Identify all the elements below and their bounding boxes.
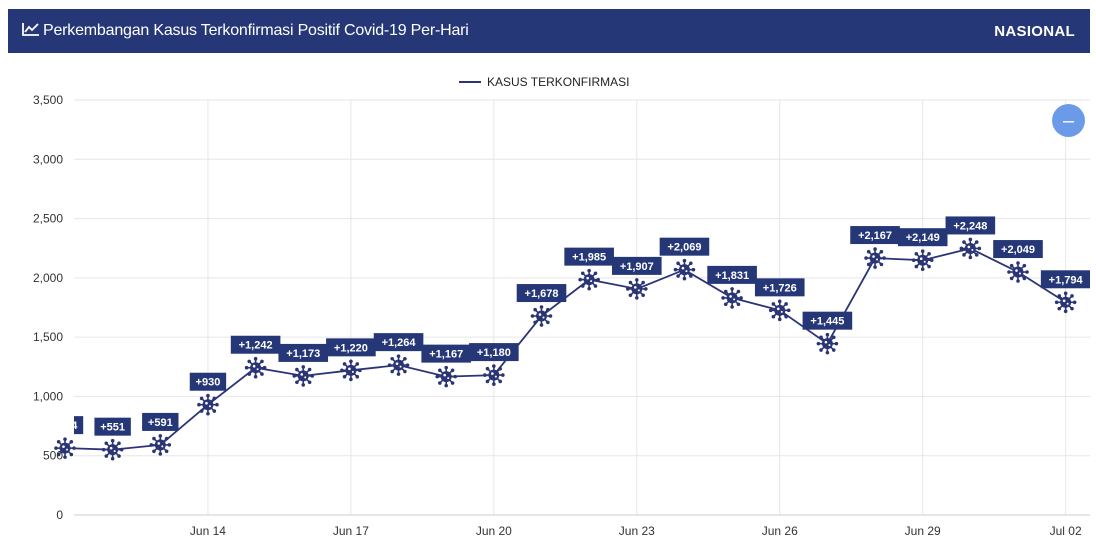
data-label: +1,242: [231, 336, 281, 354]
svg-text:+2,049: +2,049: [1001, 244, 1035, 256]
data-label: +564: [47, 416, 83, 434]
data-label: +2,149: [898, 228, 948, 246]
svg-text:+551: +551: [100, 422, 125, 434]
x-tick-label: Jun 17: [333, 524, 369, 538]
chart-area: 0 500 1,000 1,500 2,000 2,500 3,000 3,500 Jun 14…: [0, 53, 1096, 549]
data-label: +2,167: [850, 226, 900, 244]
data-label: +1,726: [755, 278, 805, 296]
virus-icon: [292, 365, 314, 387]
scope-label: NASIONAL: [994, 23, 1075, 40]
data-label: +551: [94, 418, 130, 436]
x-tick-label: Jun 29: [905, 524, 941, 538]
x-tick-label: Jul 02: [1050, 524, 1082, 538]
virus-icon: [1007, 261, 1029, 283]
svg-text:+1,794: +1,794: [1049, 274, 1084, 286]
svg-text:+2,069: +2,069: [667, 242, 701, 254]
svg-text:+2,167: +2,167: [858, 230, 892, 242]
virus-icon: [721, 287, 743, 309]
virus-icon: [102, 439, 124, 461]
x-tick-label: Jun 23: [619, 524, 655, 538]
data-label: +2,069: [660, 238, 710, 256]
legend: KASUS TERKONFIRMASI: [459, 75, 629, 89]
data-label: +1,985: [564, 248, 614, 266]
virus-icon: [54, 437, 76, 459]
svg-text:+1,831: +1,831: [715, 270, 749, 282]
svg-text:+1,678: +1,678: [525, 288, 559, 300]
virus-icon: [340, 360, 362, 382]
virus-icon: [864, 247, 886, 269]
data-label: +1,167: [421, 345, 471, 363]
series-line-layer: [65, 249, 1066, 450]
data-label: +1,445: [803, 312, 853, 330]
y-tick-label: 1,000: [33, 389, 63, 403]
chart-title: Perkembangan Kasus Terkonfirmasi Positif…: [43, 22, 469, 40]
svg-text:+1,907: +1,907: [620, 261, 654, 273]
virus-icon: [674, 259, 696, 281]
data-label: +2,049: [993, 240, 1043, 258]
virus-icon: [245, 357, 267, 379]
virus-icon: [769, 300, 791, 322]
virus-icon: [531, 305, 553, 327]
y-tick-label: 3,500: [33, 93, 63, 107]
virus-icon: [483, 364, 505, 386]
data-label: +2,248: [946, 216, 996, 234]
line-chart-icon: [22, 22, 40, 41]
svg-text:+1,173: +1,173: [286, 348, 320, 360]
chart-title-group: Perkembangan Kasus Terkonfirmasi Positif…: [22, 22, 469, 41]
zoom-out-button[interactable]: –: [1052, 104, 1085, 137]
x-tick-label: Jun 26: [762, 524, 798, 538]
series-line: [65, 249, 1066, 450]
virus-icon: [817, 333, 839, 355]
virus-icon: [197, 394, 219, 416]
virus-icon: [960, 238, 982, 260]
y-tick-label: 1,500: [33, 330, 63, 344]
virus-icon: [912, 249, 934, 271]
svg-text:+1,985: +1,985: [572, 252, 606, 264]
svg-text:+591: +591: [148, 417, 173, 429]
y-tick-label: 3,000: [33, 152, 63, 166]
grid-layer: [74, 100, 1090, 515]
x-tick-label: Jun 14: [190, 524, 226, 538]
virus-icon: [435, 366, 457, 388]
y-tick-label: 2,500: [33, 212, 63, 226]
data-label: +1,907: [612, 257, 662, 275]
svg-text:+1,264: +1,264: [382, 337, 417, 349]
data-label: +1,220: [326, 338, 376, 356]
svg-text:+2,149: +2,149: [906, 232, 940, 244]
svg-text:+1,242: +1,242: [239, 340, 273, 352]
data-label: +1,794: [1041, 270, 1091, 288]
virus-icon: [626, 278, 648, 300]
y-tick-label: 0: [56, 508, 63, 522]
y-tick-label: 2,000: [33, 271, 63, 285]
svg-text:+1,726: +1,726: [763, 282, 797, 294]
data-label: +930: [190, 373, 226, 391]
svg-text:+1,445: +1,445: [810, 316, 844, 328]
virus-icon: [578, 269, 600, 291]
data-label: +1,173: [278, 344, 328, 362]
svg-text:+1,220: +1,220: [334, 342, 368, 354]
svg-text:+2,248: +2,248: [953, 220, 987, 232]
virus-icon: [1055, 291, 1077, 313]
svg-text:+1,180: +1,180: [477, 347, 511, 359]
data-label: +1,678: [517, 284, 567, 302]
x-tick-label: Jun 20: [476, 524, 512, 538]
data-label: +591: [142, 413, 178, 431]
virus-icon: [150, 434, 172, 456]
svg-text:+1,167: +1,167: [429, 349, 463, 361]
svg-text:+564: +564: [53, 420, 79, 432]
virus-icon: [388, 354, 410, 376]
minus-icon: –: [1063, 111, 1074, 131]
data-label: +1,264: [374, 333, 424, 351]
legend-label: KASUS TERKONFIRMASI: [487, 75, 629, 89]
data-label: +1,180: [469, 343, 519, 361]
data-label: +1,831: [707, 266, 757, 284]
svg-text:+930: +930: [196, 377, 221, 389]
chart-header: Perkembangan Kasus Terkonfirmasi Positif…: [8, 9, 1090, 53]
